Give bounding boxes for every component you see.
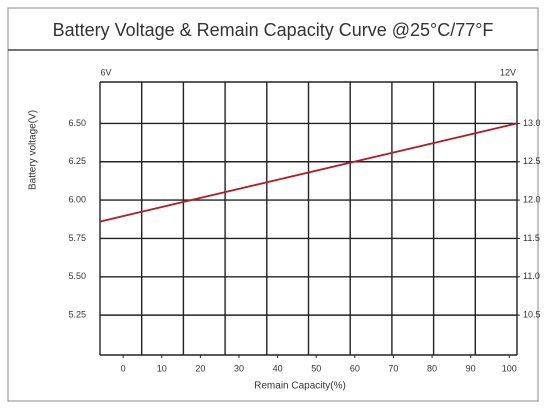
x-tick-label: 100 xyxy=(502,363,517,373)
x-tick-label: 10 xyxy=(157,363,167,373)
y-tick-label: 6.25 xyxy=(68,156,86,166)
x-tick-label: 90 xyxy=(466,363,476,373)
x-tick-label: 60 xyxy=(350,363,360,373)
x-tick-label: 0 xyxy=(121,363,126,373)
y2-tick-label: 11.0 xyxy=(523,271,540,281)
y-axis-title: Battery voltage(V) xyxy=(28,110,39,190)
x-tick-label: 20 xyxy=(195,363,205,373)
y-unit: 6V xyxy=(100,67,111,77)
x-tick-label: 50 xyxy=(311,363,321,373)
x-tick-label: 30 xyxy=(234,363,244,373)
y-tick-label: 6.50 xyxy=(68,118,86,128)
y-tick-label: 5.75 xyxy=(68,233,86,243)
x-axis-title: Remain Capacity(%) xyxy=(254,381,346,392)
y2-unit: 12V xyxy=(500,67,516,77)
chart-title: Battery Voltage & Remain Capacity Curve … xyxy=(53,20,494,40)
y2-tick-label: 10.5 xyxy=(523,309,541,319)
y-tick-label: 6.00 xyxy=(68,194,86,204)
y-tick-label: 5.50 xyxy=(68,271,86,281)
y-tick-label: 5.25 xyxy=(68,309,86,319)
x-tick-label: 40 xyxy=(273,363,283,373)
y2-tick-label: 11.5 xyxy=(523,233,540,243)
data-line xyxy=(99,122,518,223)
y2-tick-label: 12.5 xyxy=(523,156,541,166)
x-tick-label: 70 xyxy=(388,363,398,373)
frame xyxy=(7,7,539,402)
y2-tick-label: 13.0 xyxy=(523,118,541,128)
x-tick-label: 80 xyxy=(427,363,437,373)
y2-tick-label: 12.0 xyxy=(523,194,541,204)
